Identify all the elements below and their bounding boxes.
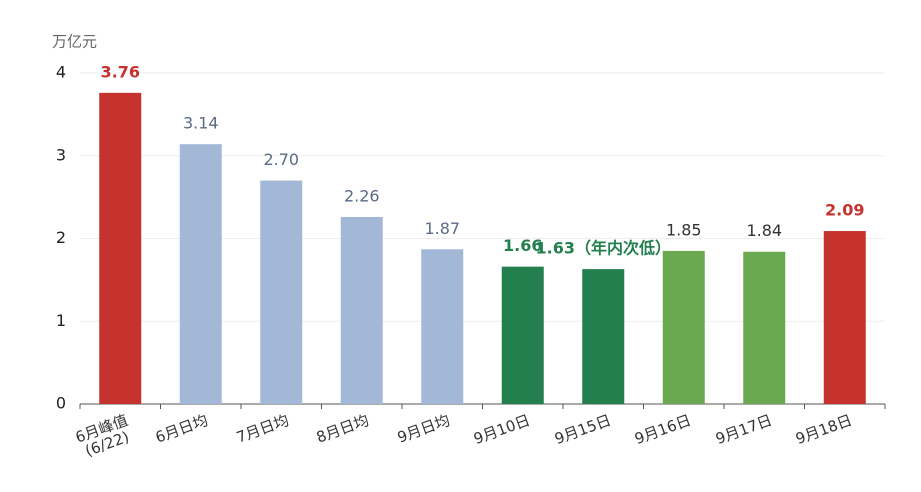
bar xyxy=(260,180,303,404)
bar xyxy=(582,269,625,404)
value-label: 1.85 xyxy=(666,220,702,239)
value-label: 2.26 xyxy=(344,186,380,205)
bar xyxy=(662,250,705,404)
bar xyxy=(743,251,786,404)
bar xyxy=(99,92,142,405)
value-label: 2.70 xyxy=(263,150,299,169)
y-tick-label: 0 xyxy=(56,394,66,413)
value-label: 3.14 xyxy=(183,114,219,133)
y-unit: 万亿元 xyxy=(52,33,97,51)
y-tick-label: 2 xyxy=(56,228,66,247)
y-tick-label: 1 xyxy=(56,311,66,330)
value-label: 2.09 xyxy=(825,201,864,220)
y-tick-label: 4 xyxy=(56,63,66,82)
bar xyxy=(340,216,383,404)
bar xyxy=(501,266,544,404)
value-label: 1.87 xyxy=(424,219,460,238)
value-label: 3.76 xyxy=(101,62,140,81)
value-label: 1.63（年内次低） xyxy=(536,239,671,258)
value-label: 1.84 xyxy=(746,221,782,240)
y-tick-label: 3 xyxy=(56,145,66,164)
bar xyxy=(179,144,222,405)
bar xyxy=(823,231,866,404)
bar xyxy=(421,249,464,404)
value-label: 1.66 xyxy=(503,236,542,255)
